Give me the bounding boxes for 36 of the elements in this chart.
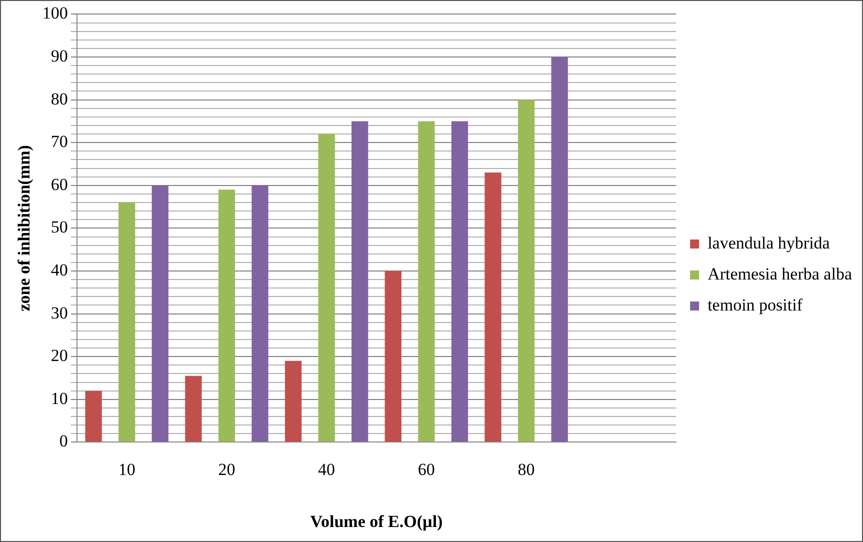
y-tick-label: 100 [42, 4, 68, 23]
bar [152, 185, 168, 442]
y-tick-label: 60 [50, 174, 68, 194]
legend-label: Artemesia herba alba [708, 264, 852, 284]
bar [451, 121, 468, 442]
bar [352, 121, 368, 442]
x-axis-title: Volume of E.O(µl) [310, 512, 443, 532]
bar [551, 57, 568, 442]
bar [518, 100, 535, 442]
legend-label: temoin positif [708, 295, 803, 314]
bar [252, 185, 268, 442]
bar [185, 376, 202, 442]
y-tick-label: 80 [50, 89, 68, 108]
y-tick-label: 70 [50, 132, 68, 152]
bar [85, 390, 102, 442]
bar [118, 202, 136, 442]
y-tick-label: 50 [50, 218, 68, 237]
y-tick-label: 0 [59, 432, 68, 451]
bar [284, 360, 302, 442]
y-tick-label: 40 [50, 260, 68, 280]
x-tick-label: 10 [118, 460, 136, 479]
bar [318, 134, 335, 442]
bar [484, 172, 502, 442]
bar [418, 121, 435, 442]
x-tick-label: 20 [218, 460, 236, 479]
y-tick-label: 90 [50, 46, 68, 66]
x-tick-label: 40 [318, 460, 336, 479]
x-tick-label: 60 [418, 460, 435, 479]
y-axis-title: zone of inhibition(mm) [14, 145, 34, 312]
y-tick-label: 20 [50, 346, 68, 366]
y-tick-label: 30 [50, 303, 68, 322]
bar [384, 271, 402, 442]
y-tick-label: 10 [50, 388, 68, 408]
x-tick-label: 80 [518, 460, 535, 479]
bar [218, 190, 236, 442]
legend-label: lavendula hybrida [708, 233, 830, 252]
